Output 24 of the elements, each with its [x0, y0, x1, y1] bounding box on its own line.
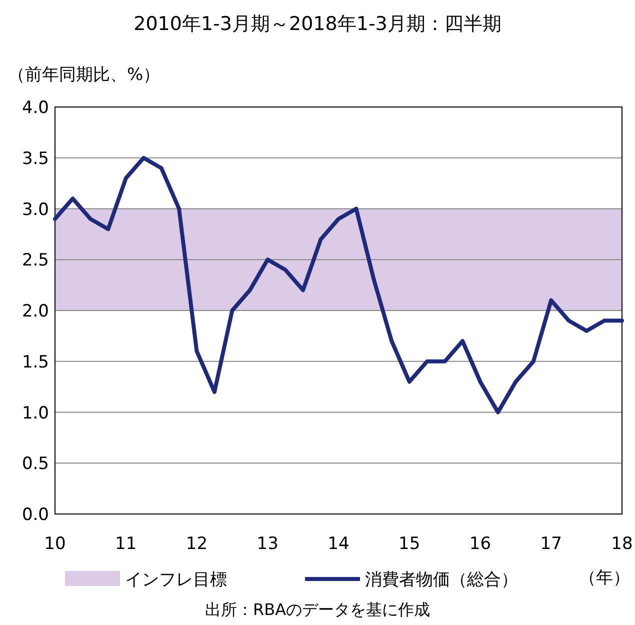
xtick: 10 — [44, 534, 66, 554]
xtick: 12 — [186, 534, 208, 554]
xtick: 18 — [611, 534, 633, 554]
xtick: 16 — [469, 534, 492, 554]
xtick: 17 — [540, 534, 562, 554]
legend: 消費者物価（総合） — [365, 570, 518, 590]
ytick: 3.0 — [22, 200, 49, 220]
xlabel: （年） — [579, 568, 630, 588]
ytick: 3.5 — [22, 148, 49, 169]
ytick: 1.0 — [22, 403, 49, 424]
ytick: 1.5 — [22, 352, 49, 372]
ytick: 2.5 — [22, 250, 49, 271]
ytick: 4.0 — [22, 98, 49, 118]
ytick: 2.0 — [22, 302, 49, 322]
xtick: 13 — [256, 534, 278, 554]
annotation: 出所：RBAのデータを基に作成 — [204, 600, 430, 619]
ytick: 0.0 — [22, 505, 49, 525]
ytick: 0.5 — [22, 454, 49, 474]
legend: インフレ目標 — [125, 570, 227, 590]
xtick: 11 — [115, 534, 137, 554]
title: 2010年1-3月期～2018年1-3月期：四半期 — [134, 13, 502, 35]
xtick: 14 — [328, 534, 350, 554]
ylabel: （前年同期比、%） — [8, 65, 160, 85]
xtick: 15 — [398, 534, 420, 554]
